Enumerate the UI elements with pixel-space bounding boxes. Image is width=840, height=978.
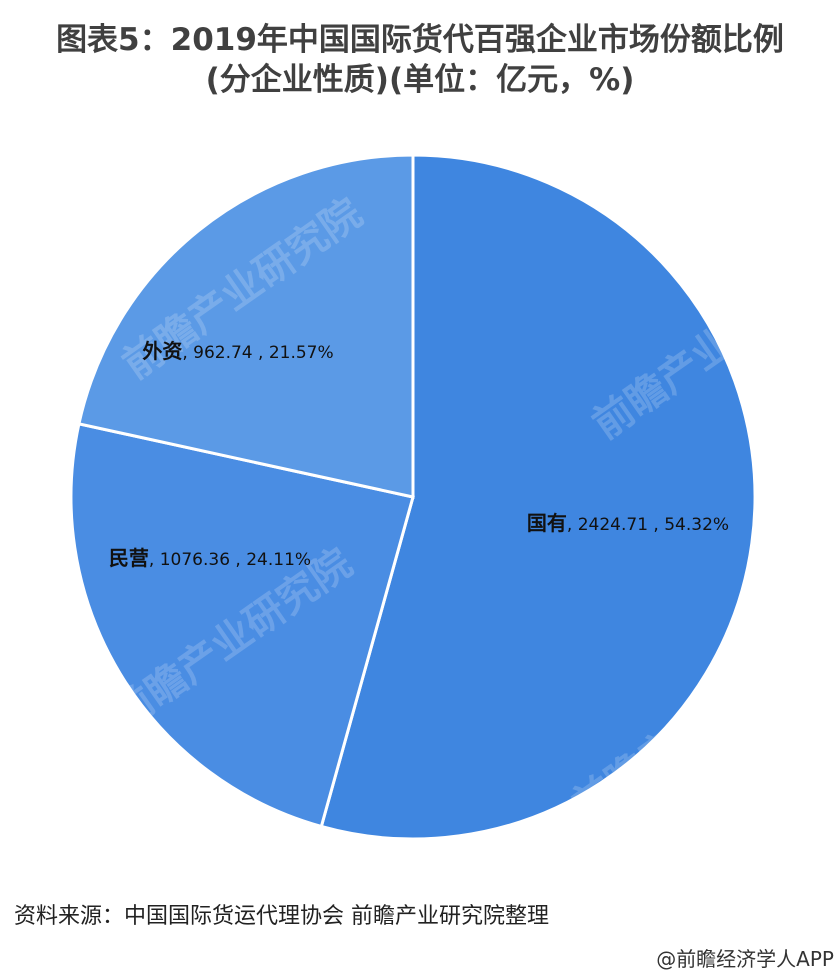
slice-label-2: 民营, 1076.36 , 24.11% <box>109 546 311 570</box>
pie-labels: 国有, 2424.71 , 54.32% 民营, 1076.36 , 24.11%… <box>109 339 729 570</box>
chart-title: 图表5：2019年中国国际货代百强企业市场份额比例 <box>56 22 784 58</box>
slice-label-1: 国有, 2424.71 , 54.32% <box>527 511 729 535</box>
chart-subtitle: (分企业性质)(单位：亿元，%) <box>205 62 635 98</box>
pie-slice-3 <box>77 153 415 499</box>
app-credit: @前瞻经济学人APP <box>656 947 834 971</box>
source-note: 资料来源：中国国际货运代理协会 前瞻产业研究院整理 <box>14 904 549 929</box>
pie-slice-1 <box>319 153 757 841</box>
pie-slices <box>69 153 757 841</box>
slice-label-3: 外资, 962.74 , 21.57% <box>142 339 333 363</box>
pie-slice-2 <box>69 422 415 829</box>
